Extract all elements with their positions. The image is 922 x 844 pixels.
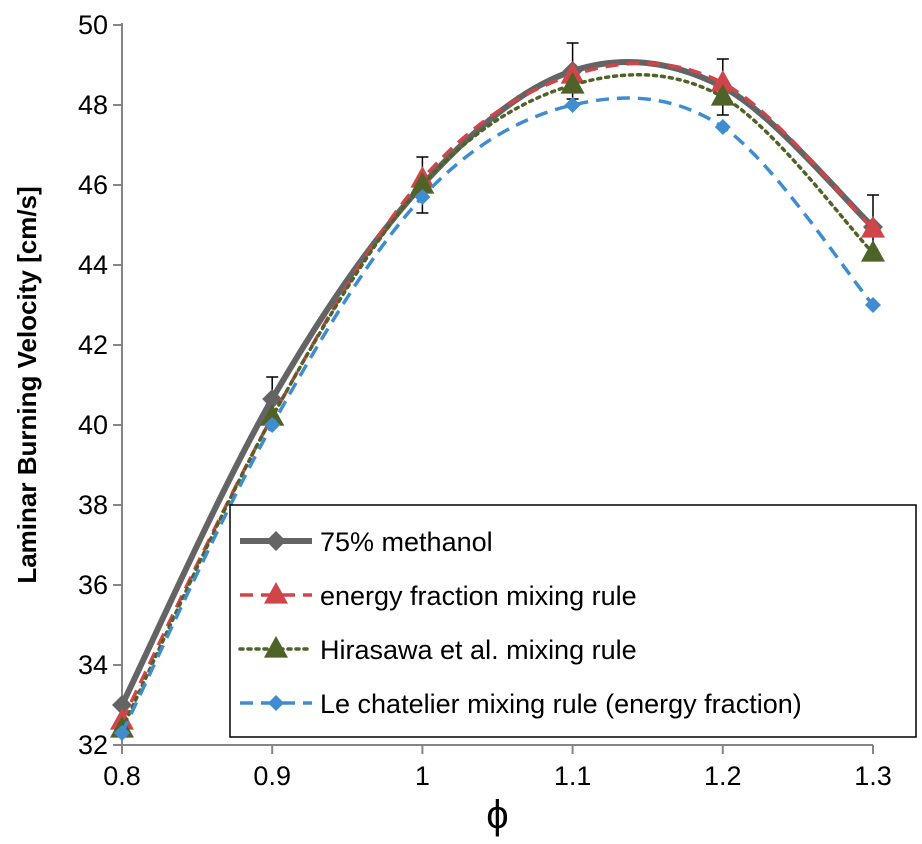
- legend-label: energy fraction mixing rule: [320, 581, 637, 611]
- legend-box: [229, 504, 917, 738]
- legend-marker: [264, 582, 288, 604]
- series-line: [120, 73, 875, 731]
- y-tick-label: 50: [78, 10, 108, 40]
- x-tick-label: 0.9: [253, 761, 291, 791]
- x-tick-label: 1.2: [704, 761, 742, 791]
- data-point: [865, 297, 881, 313]
- y-tick-label: 44: [78, 250, 108, 280]
- legend-marker: [266, 531, 286, 551]
- y-tick-label: 32: [78, 730, 108, 760]
- y-tick-label: 36: [78, 570, 108, 600]
- y-tick-label: 48: [78, 90, 108, 120]
- data-point: [710, 84, 735, 106]
- data-point: [410, 172, 435, 194]
- legend-label: Hirasawa et al. mixing rule: [320, 635, 637, 665]
- series-layer: [110, 42, 885, 741]
- data-point: [260, 404, 285, 426]
- legend-marker: [268, 695, 284, 711]
- data-point: [114, 725, 130, 741]
- legend-label: 75% methanol: [320, 527, 493, 557]
- y-tick-label: 34: [78, 650, 108, 680]
- data-point: [560, 72, 585, 94]
- data-point: [861, 240, 885, 262]
- y-axis-title: Laminar Burning Velocity [cm/s]: [12, 186, 42, 583]
- y-tick-label: 42: [78, 330, 108, 360]
- x-tick-label: 1.3: [854, 761, 892, 791]
- axes: 32 34 36 38 40 42 44 46 48 50 0.8 0.9 1 1.1 1.2 1.3 ϕ Lam…: [12, 10, 892, 837]
- legend-label: Le chatelier mixing rule (energy fractio…: [320, 689, 802, 719]
- x-tick-label: 1: [415, 761, 430, 791]
- data-point: [264, 417, 281, 433]
- data-point: [714, 119, 731, 135]
- data-point: [414, 189, 431, 205]
- x-tick-label: 1.1: [554, 761, 592, 791]
- legend: 75% methanol energy fraction mixing rule H…: [229, 504, 917, 738]
- legend-marker: [264, 636, 288, 658]
- y-tick-label: 46: [78, 170, 108, 200]
- data-point: [262, 389, 283, 409]
- x-axis-title: ϕ: [486, 793, 508, 837]
- x-tick-label: 0.8: [103, 761, 141, 791]
- y-tick-label: 38: [78, 490, 108, 520]
- y-tick-label: 40: [78, 410, 108, 440]
- data-point: [710, 70, 735, 92]
- data-point: [564, 97, 581, 113]
- series-line: [120, 61, 875, 722]
- series-line: [119, 59, 876, 707]
- series-3: [114, 96, 881, 741]
- data-point: [861, 216, 885, 238]
